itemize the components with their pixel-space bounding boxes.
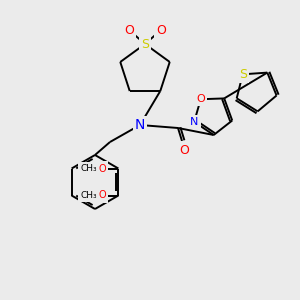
Text: N: N	[190, 117, 198, 127]
Text: O: O	[99, 190, 106, 200]
Text: O: O	[99, 164, 106, 173]
Text: S: S	[141, 38, 149, 50]
Text: O: O	[196, 94, 205, 104]
Text: N: N	[135, 118, 145, 132]
Text: CH₃: CH₃	[80, 191, 97, 200]
Text: O: O	[124, 23, 134, 37]
Text: CH₃: CH₃	[80, 164, 97, 173]
Text: O: O	[156, 23, 166, 37]
Text: S: S	[239, 68, 247, 81]
Text: O: O	[179, 143, 189, 157]
